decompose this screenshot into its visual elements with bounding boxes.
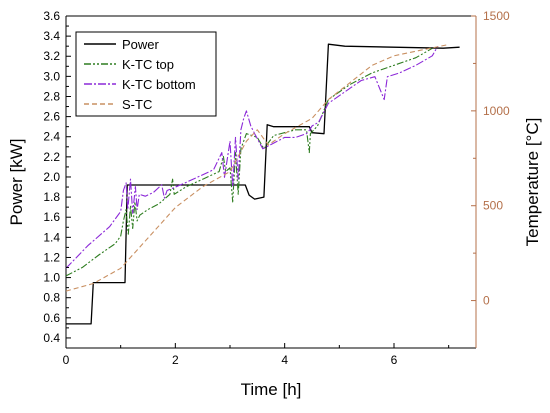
y-tick-label: 1.2 xyxy=(43,250,60,264)
series-line-power xyxy=(66,43,460,325)
x-tick-label: 2 xyxy=(172,353,179,367)
series-line-s-tc xyxy=(65,43,449,292)
left-axis: 0.4 0.6 0.8 1.0 1.2 1.4 1.6 1.8 2.0 2.2 2.4 2.6 2.8 3… xyxy=(43,9,71,345)
legend-box xyxy=(75,31,217,117)
y-tick-label: 3.2 xyxy=(43,49,60,63)
x-tick-label: 6 xyxy=(391,353,398,367)
legend-label: K-TC top xyxy=(122,57,174,72)
legend-label: K-TC bottom xyxy=(122,77,196,92)
x-tick-label: 0 xyxy=(63,353,70,367)
bottom-axis: 0 2 4 6 xyxy=(63,343,450,367)
y-tick-label: 1.6 xyxy=(43,210,60,224)
y2-tick-label: 1000 xyxy=(483,104,510,118)
y-tick-label: 2.8 xyxy=(43,89,60,103)
y-tick-label: 3.0 xyxy=(43,69,60,83)
series-line-k-tc-top xyxy=(65,47,433,277)
y-tick-label: 2.6 xyxy=(43,110,60,124)
legend: Power K-TC top K-TC bottom S-TC xyxy=(75,31,217,117)
y-tick-label: 0.8 xyxy=(43,291,60,305)
y-tick-label: 1.4 xyxy=(43,230,60,244)
legend-label: Power xyxy=(122,37,160,52)
plot-area xyxy=(65,15,477,349)
series-line-k-tc-bottom xyxy=(65,46,439,269)
right-axis: 0 500 1000 1500 xyxy=(471,9,510,308)
y-axis-title: Power [kW] xyxy=(7,139,26,226)
series-layer xyxy=(65,43,460,325)
y-tick-label: 2.0 xyxy=(43,170,60,184)
y-tick-label: 2.2 xyxy=(43,150,60,164)
y2-tick-label: 1500 xyxy=(483,9,510,23)
y-tick-label: 2.4 xyxy=(43,130,60,144)
y2-tick-label: 0 xyxy=(483,294,490,308)
legend-label: S-TC xyxy=(122,97,152,112)
y-tick-label: 1.0 xyxy=(43,271,60,285)
y-tick-label: 3.6 xyxy=(43,9,60,23)
y-tick-label: 0.4 xyxy=(43,331,60,345)
y2-tick-label: 500 xyxy=(483,199,503,213)
x-tick-label: 4 xyxy=(281,353,288,367)
x-axis-title: Time [h] xyxy=(241,380,302,399)
y-tick-label: 0.6 xyxy=(43,311,60,325)
y2-axis-title: Temperature [°C] xyxy=(523,118,542,247)
y-tick-label: 3.4 xyxy=(43,29,60,43)
y-tick-label: 1.8 xyxy=(43,190,60,204)
